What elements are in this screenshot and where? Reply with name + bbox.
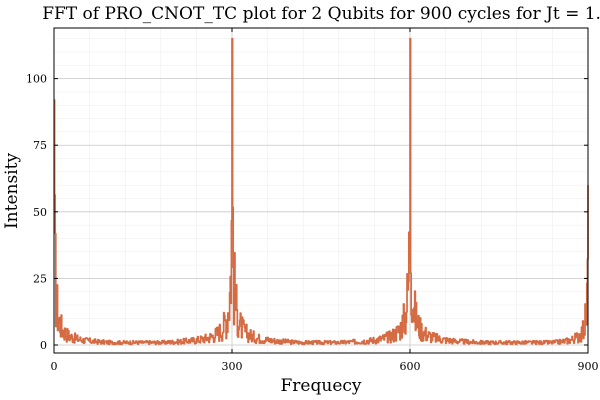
axis-ticks	[53, 28, 589, 353]
x-tick-label: 900	[578, 360, 599, 373]
fft-series-line	[53, 37, 589, 346]
x-tick-label: 300	[222, 360, 243, 373]
y-tick-label: 100	[26, 73, 47, 86]
y-axis-label: Intensity	[2, 153, 22, 229]
y-tick-label: 25	[33, 272, 47, 285]
x-tick-label: 0	[51, 360, 58, 373]
x-tick-labels: 0 300 600 900	[51, 360, 599, 373]
plot-frame	[53, 27, 589, 354]
y-tick-label: 0	[40, 339, 47, 352]
y-tick-label: 50	[33, 206, 47, 219]
y-tick-label: 75	[33, 139, 47, 152]
series-layer	[53, 37, 589, 346]
x-axis-label: Frequecy	[281, 376, 362, 396]
chart-title: FFT of PRO_CNOT_TC plot for 2 Qubits for…	[42, 4, 600, 24]
x-tick-label: 600	[400, 360, 421, 373]
y-tick-labels: 0 25 50 75 100	[26, 73, 47, 352]
